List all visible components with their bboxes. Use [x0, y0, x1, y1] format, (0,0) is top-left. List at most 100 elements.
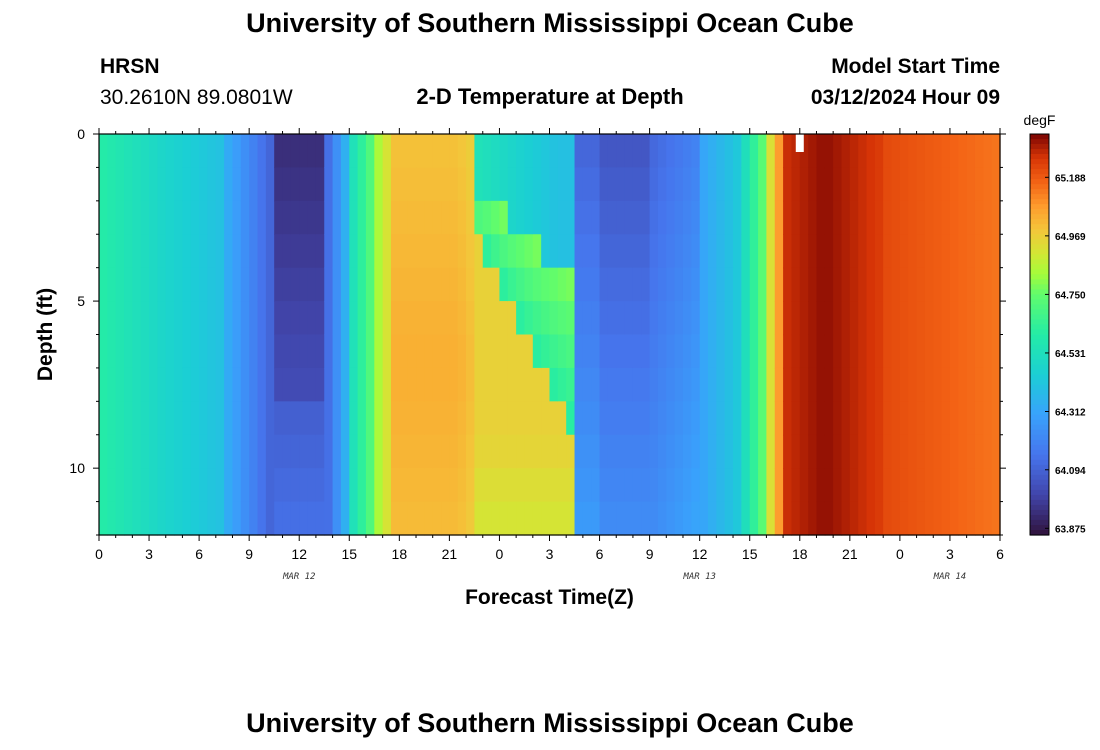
heatmap-cell — [783, 234, 793, 269]
heatmap-cell — [774, 301, 784, 336]
heatmap-cell — [649, 401, 659, 436]
heatmap-cell — [566, 167, 576, 202]
heatmap-cell — [566, 200, 576, 235]
heatmap-cell — [966, 234, 976, 269]
heatmap-cell — [441, 134, 450, 169]
heatmap-cell — [524, 267, 534, 302]
heatmap-cell — [215, 167, 225, 202]
heatmap-cell — [816, 334, 826, 369]
heatmap-cell — [841, 267, 851, 302]
heatmap-cell — [132, 134, 142, 169]
heatmap-cell — [691, 234, 701, 269]
heatmap-cell — [541, 334, 551, 369]
heatmap-cell — [240, 200, 250, 235]
heatmap-cell — [182, 200, 192, 235]
heatmap-cell — [132, 401, 142, 436]
heatmap-cell — [449, 134, 459, 169]
heatmap-cell — [190, 134, 200, 169]
heatmap-cell — [733, 501, 742, 536]
heatmap-cell — [340, 334, 350, 369]
heatmap-cell — [249, 401, 259, 436]
heatmap-cell — [457, 167, 467, 202]
heatmap-cell — [916, 267, 926, 302]
heatmap-cell — [107, 200, 117, 235]
heatmap-cell — [674, 267, 684, 302]
heatmap-cell — [766, 334, 776, 369]
heatmap-cell — [699, 501, 709, 536]
heatmap-cell — [883, 501, 893, 536]
heatmap-cell — [265, 267, 275, 302]
heatmap-cell — [516, 401, 526, 436]
heatmap-cell — [466, 167, 476, 202]
heatmap-cell — [532, 468, 542, 503]
heatmap-cell — [591, 200, 601, 235]
date-label: MAR 13 — [682, 572, 716, 582]
heatmap-cell — [140, 468, 150, 503]
heatmap-cell — [491, 200, 501, 235]
heatmap-cell — [282, 167, 292, 202]
heatmap-cell — [240, 234, 250, 269]
heatmap-cell — [566, 401, 576, 436]
heatmap-cell — [899, 401, 909, 436]
heatmap-cell — [407, 301, 417, 336]
heatmap-cell — [307, 468, 317, 503]
heatmap-cell — [390, 401, 400, 436]
heatmap-cell — [899, 334, 909, 369]
colorbar-swatch — [1030, 359, 1049, 366]
heatmap-cell — [149, 367, 158, 402]
heatmap-cell — [849, 434, 859, 469]
heatmap-cell — [774, 234, 784, 269]
heatmap-cell — [591, 434, 601, 469]
heatmap-cell — [507, 367, 517, 402]
heatmap-cell — [624, 501, 634, 536]
heatmap-cell — [891, 200, 901, 235]
heatmap-cell — [866, 434, 876, 469]
heatmap-cell — [290, 200, 300, 235]
heatmap-cell — [374, 167, 384, 202]
colorbar-label: 64.531 — [1055, 349, 1086, 360]
heatmap-cell — [599, 334, 609, 369]
colorbar-swatch — [1030, 514, 1049, 521]
heatmap-cell — [924, 200, 934, 235]
heatmap-cell — [708, 334, 717, 369]
heatmap-cell — [966, 134, 976, 169]
colorbar-swatch — [1030, 449, 1049, 456]
colorbar-swatch — [1030, 309, 1049, 316]
heatmap-cell — [232, 267, 242, 302]
heatmap-cell — [307, 434, 317, 469]
heatmap-cell — [674, 334, 684, 369]
colorbar-swatch — [1030, 354, 1049, 361]
heatmap-cell — [749, 434, 759, 469]
heatmap-cell — [524, 200, 534, 235]
y-axis: 0 5 10 — [69, 126, 1006, 536]
heatmap-cell — [791, 234, 801, 269]
heatmap-cell — [799, 367, 809, 402]
heatmap-cell — [299, 401, 309, 436]
heatmap-cell — [499, 167, 509, 202]
heatmap-cell — [324, 267, 334, 302]
heatmap-cell — [574, 301, 584, 336]
heatmap-cell — [424, 501, 434, 536]
heatmap-cell — [432, 134, 442, 169]
heatmap-cell — [249, 367, 259, 402]
heatmap-cell — [833, 167, 843, 202]
heatmap-cell — [107, 334, 117, 369]
heatmap-cell — [466, 401, 476, 436]
heatmap-cell — [758, 434, 767, 469]
heatmap-cell — [324, 134, 334, 169]
heatmap-cell — [724, 234, 734, 269]
heatmap-cell — [883, 434, 893, 469]
heatmap-cell — [299, 301, 309, 336]
heatmap-cell — [265, 468, 275, 503]
heatmap-cell — [632, 334, 642, 369]
heatmap-cell — [441, 367, 450, 402]
heatmap-cell — [816, 301, 826, 336]
heatmap-cell — [516, 367, 526, 402]
heatmap-cell — [716, 134, 726, 169]
heatmap-cell — [774, 134, 784, 169]
heatmap-cell — [941, 234, 951, 269]
heatmap-cell — [699, 434, 709, 469]
heatmap-cell — [232, 501, 242, 536]
heatmap-cell — [741, 134, 751, 169]
y-tick-label: 0 — [77, 126, 85, 142]
